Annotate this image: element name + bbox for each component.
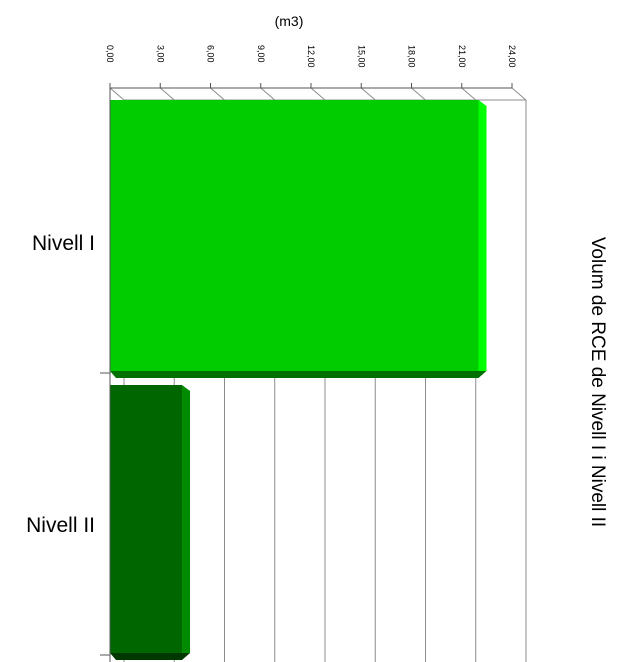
gridline-depth [411, 87, 426, 101]
bar-bottom [110, 371, 487, 378]
category-label-nivell-i: Nivell I [32, 232, 95, 255]
gridline-depth [461, 87, 477, 101]
tick-label: 0,00 [105, 45, 115, 63]
gridline-depth [159, 87, 175, 101]
bar-side [182, 385, 191, 653]
chart-title: Volum de RCE de Nivell I i Nivell II [587, 237, 608, 527]
tick-label: 12,00 [306, 45, 316, 68]
gridline-depth [310, 87, 326, 101]
bar-front [110, 385, 183, 653]
value-axis: 0,00 3,00 6,00 9,00 12,00 15,00 18,00 21,00 24,0… [100, 45, 517, 662]
tick-label: 18,00 [407, 45, 417, 68]
unit-label: (m3) [275, 13, 304, 29]
gridline-depth [210, 87, 225, 101]
bar-side [478, 100, 487, 371]
tick-label: 3,00 [155, 45, 165, 63]
gridline-depth [360, 87, 376, 101]
tick-label: 21,00 [457, 45, 467, 68]
category-label-nivell-ii: Nivell II [26, 514, 95, 537]
bar-bottom [110, 653, 191, 660]
tick-label: 15,00 [356, 45, 366, 68]
bar-nivell-ii [110, 385, 191, 660]
gridline-depth [260, 87, 276, 101]
bar-nivell-i [110, 100, 487, 378]
tick-label: 9,00 [256, 45, 266, 63]
gridline-depth [511, 87, 527, 101]
tick-label: 6,00 [206, 45, 216, 63]
tick-label: 24,00 [507, 45, 517, 68]
bar-front [110, 100, 479, 371]
bars [110, 100, 487, 660]
gridline-depth [109, 87, 125, 101]
